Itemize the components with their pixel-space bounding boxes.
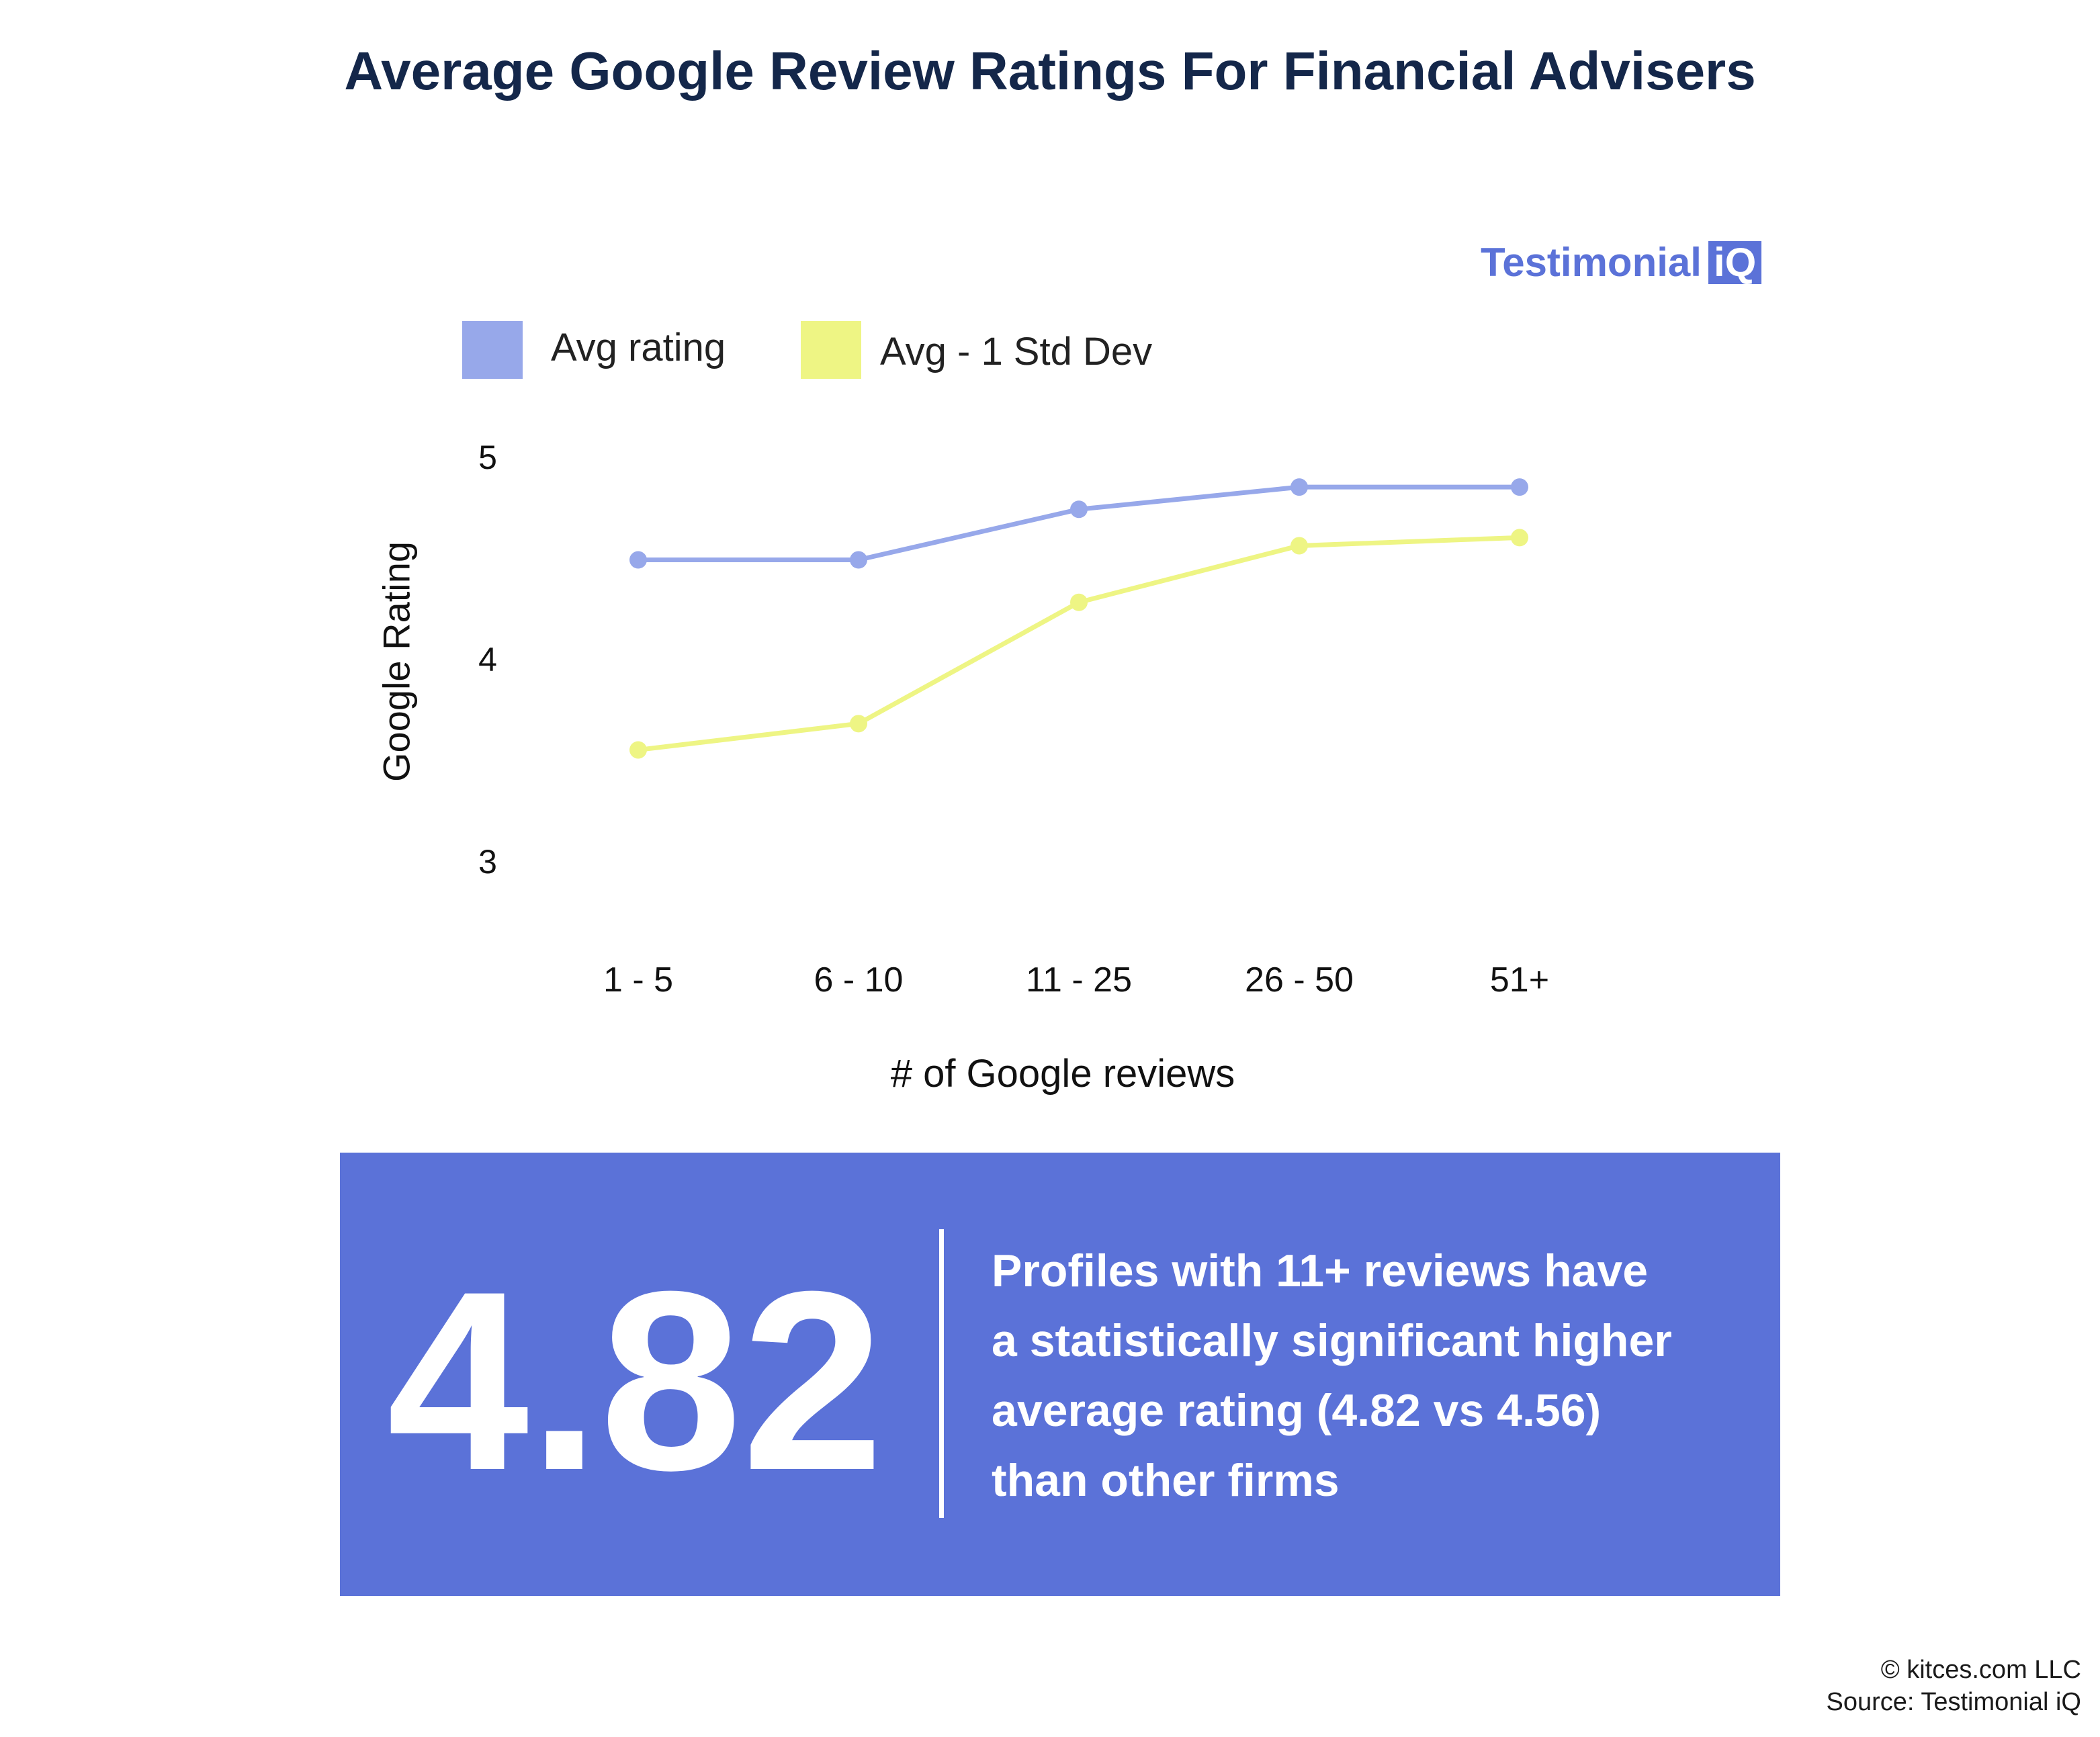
x-tick-label: 26 - 50 <box>1245 961 1354 999</box>
callout-divider <box>939 1229 944 1518</box>
chart-title: Average Google Review Ratings For Financ… <box>344 41 1756 101</box>
callout-text: Profiles with 11+ reviews have a statist… <box>992 1236 1757 1515</box>
x-tick-label: 11 - 25 <box>1026 961 1132 999</box>
testimonial-iq-logo: Testimonial iQ <box>1481 239 1762 285</box>
series-line-1 <box>636 535 1522 752</box>
callout-line: than other firms <box>992 1455 1340 1506</box>
copyright-text: © kitces.com LLC <box>1880 1656 2081 1684</box>
data-point <box>629 551 647 569</box>
x-tick-label: 1 - 5 <box>603 961 673 999</box>
source-text: Source: Testimonial iQ <box>1826 1688 2081 1716</box>
data-point <box>1290 478 1308 496</box>
callout-box: 4.82 Profiles with 11+ reviews have a st… <box>340 1153 1780 1596</box>
data-point <box>629 741 647 759</box>
data-point <box>1290 537 1308 555</box>
logo-badge: iQ <box>1708 240 1762 284</box>
logo-text: Testimonial <box>1481 240 1702 285</box>
legend-swatch-avg-minus-std <box>801 321 861 379</box>
x-tick-label: 51+ <box>1490 961 1549 999</box>
callout-value: 4.82 <box>387 1238 884 1523</box>
data-point <box>850 715 867 733</box>
x-tick-label: 6 - 10 <box>814 961 904 999</box>
y-tick-label: 3 <box>478 843 497 881</box>
legend-label-avg-minus-std: Avg - 1 Std Dev <box>880 330 1153 373</box>
data-point <box>850 551 867 569</box>
line-chart: 5 4 3 1 - 5 6 - 10 11 - 25 26 - 50 51+ <box>478 439 1549 999</box>
callout-line: Profiles with 11+ reviews have <box>992 1245 1649 1296</box>
legend-swatch-avg-rating <box>462 321 523 379</box>
y-tick-label: 4 <box>478 641 497 678</box>
data-point <box>1070 500 1088 519</box>
series-line-0 <box>636 484 1522 563</box>
x-axis-label: # of Google reviews <box>890 1052 1235 1096</box>
callout-line: average rating (4.82 vs 4.56) <box>992 1385 1602 1436</box>
y-tick-label: 5 <box>478 439 497 476</box>
data-point <box>1070 593 1088 611</box>
callout-line: a statistically significant higher <box>992 1315 1672 1366</box>
data-point <box>1511 529 1528 547</box>
data-point <box>1511 478 1528 496</box>
legend-label-avg-rating: Avg rating <box>551 326 726 369</box>
credit: © kitces.com LLC Source: Testimonial iQ <box>1827 1654 2081 1718</box>
